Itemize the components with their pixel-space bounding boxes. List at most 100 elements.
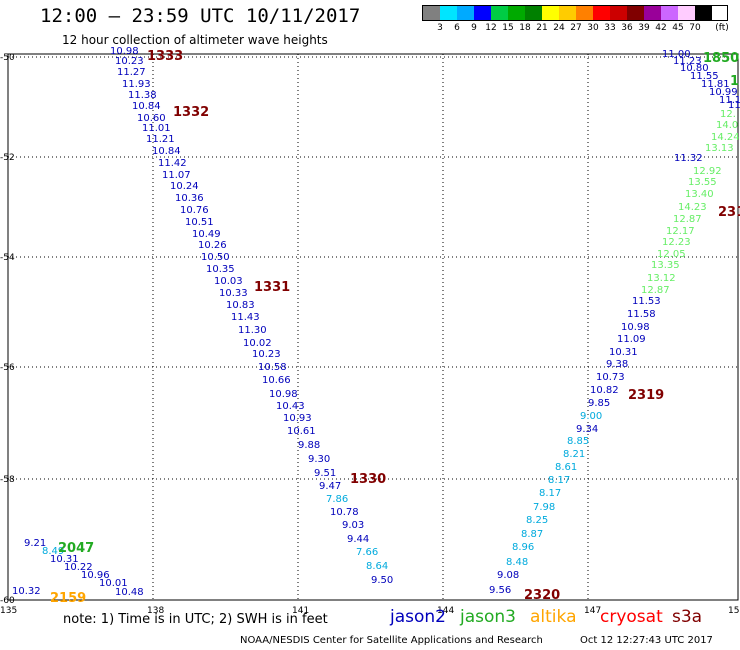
longitude-label: 138 [147,606,164,616]
wave-height-reading: 13.12 [647,273,676,284]
wave-height-reading: 9.51 [314,468,336,479]
map-frame [7,53,739,601]
color-scale-tick: 24 [553,23,565,33]
wave-height-reading: 11.27 [117,67,146,78]
wave-height-reading: 13.55 [688,177,717,188]
wave-height-reading: 12.87 [641,285,670,296]
wave-height-reading: 10.66 [262,375,291,386]
wave-height-reading: 11.09 [617,334,646,345]
wave-height-reading: 11.07 [162,170,191,181]
color-scale-tick: 21 [536,23,548,33]
color-swatch [491,6,508,20]
wave-height-reading: 8.48 [506,557,528,568]
wave-height-reading: 10.76 [180,205,209,216]
color-swatch [593,6,610,20]
wave-height-reading: 10.23 [115,56,144,67]
wave-height-reading: 8.87 [521,529,543,540]
longitude-label: 141 [292,606,309,616]
pass-number-label: 2047 [58,541,94,556]
color-scale-tick: 30 [587,23,599,33]
wave-height-reading: 13.35 [651,260,680,271]
wave-height-reading: 10.82 [590,385,619,396]
wave-height-reading: 9.08 [497,570,519,581]
color-swatch [457,6,474,20]
legend-cryosat: cryosat [600,607,663,627]
wave-height-reading: 11.43 [231,312,260,323]
color-scale-tick: 36 [621,23,633,33]
wave-height-reading: 9.85 [588,398,610,409]
longitude-label: 147 [584,606,601,616]
legend-altika: altika [530,607,577,627]
wave-height-reading: 10.03 [214,276,243,287]
color-scale-tick: 70 [689,23,701,33]
wave-height-tracks: 10.9810.2311.2711.9311.3810.8410.6011.01… [12,46,740,598]
wave-height-reading: 10.24 [170,181,199,192]
wave-height-reading: 13.40 [685,189,714,200]
pass-number-label: 2320 [524,588,560,603]
wave-height-reading: 10.31 [50,554,79,565]
wave-height-reading: 9.34 [576,424,598,435]
color-swatch [644,6,661,20]
color-scale-unit: (ft) [715,23,729,33]
wave-height-reading: 11.38 [128,90,157,101]
latitude-label: -60 [0,596,15,606]
color-swatch [542,6,559,20]
wave-height-reading: 10.84 [132,101,161,112]
wave-height-reading: 10.98 [621,322,650,333]
wave-height-reading: 10.36 [175,193,204,204]
color-scale-tick: 33 [604,23,616,33]
wave-height-reading: 10.51 [185,217,214,228]
latitude-label: -58 [0,475,15,485]
wave-height-reading: 14.24 [711,132,740,143]
latitude-label: -54 [0,253,15,263]
wave-height-reading: 9.03 [342,520,364,531]
pass-number-label: 231 [718,205,740,220]
footer-note: note: 1) Time is in UTC; 2) SWH is in fe… [63,612,328,627]
wave-height-reading: 11.01 [142,123,171,134]
latitude-label: -56 [0,363,15,373]
wave-height-reading: 10.93 [283,413,312,424]
wave-height-reading: 10.98 [269,389,298,400]
wave-height-reading: 10.60 [137,113,166,124]
wave-height-reading: 7.86 [326,494,348,505]
wave-height-reading: 12.87 [673,214,702,225]
color-scale-tick: 42 [655,23,667,33]
pass-number-label: 2159 [50,591,86,606]
wave-height-reading: 8.49 [42,546,64,557]
wave-height-reading: 10.73 [596,372,625,383]
wave-height-reading: 8.25 [526,515,548,526]
pass-number-label: 1331 [254,280,290,295]
wave-height-reading: 11.00 [662,49,691,60]
color-scale-tick: 6 [454,23,460,33]
color-swatch [474,6,491,20]
longitude-label: 150 [728,606,740,616]
wave-height-reading: 10.43 [276,401,305,412]
longitude-label: 144 [437,606,454,616]
color-scale-tick: 18 [519,23,531,33]
wave-height-reading: 9.44 [347,534,369,545]
page-subtitle: 12 hour collection of altimeter wave hei… [62,33,328,47]
latitude-label: -50 [0,53,15,63]
pass-number-label: 1 [730,74,739,89]
pass-number-label: 2319 [628,388,664,403]
footer-timestamp: Oct 12 12:27:43 UTC 2017 [580,635,713,646]
wave-height-reading: 10.31 [609,347,638,358]
color-swatch [525,6,542,20]
gridlines [8,54,738,600]
wave-height-reading: 10.58 [258,362,287,373]
wave-height-reading: 11.81 [701,79,730,90]
color-scale-tick: 15 [502,23,514,33]
wave-height-reading: 10.99 [709,87,738,98]
wave-height-reading: 10.98 [110,46,139,57]
color-swatch [508,6,525,20]
wave-height-reading: 10.33 [219,288,248,299]
color-scale-tick: 9 [471,23,477,33]
page-title: 12:00 – 23:59 UTC 10/11/2017 [40,5,361,27]
legend-jason2: jason2 [390,607,446,627]
color-swatch [423,6,440,20]
wave-height-reading: 9.47 [319,481,341,492]
wave-height-reading: 9.88 [298,440,320,451]
latitude-label: -52 [0,153,15,163]
wave-height-reading: 10.96 [81,570,110,581]
color-scale-swatches [422,5,728,21]
